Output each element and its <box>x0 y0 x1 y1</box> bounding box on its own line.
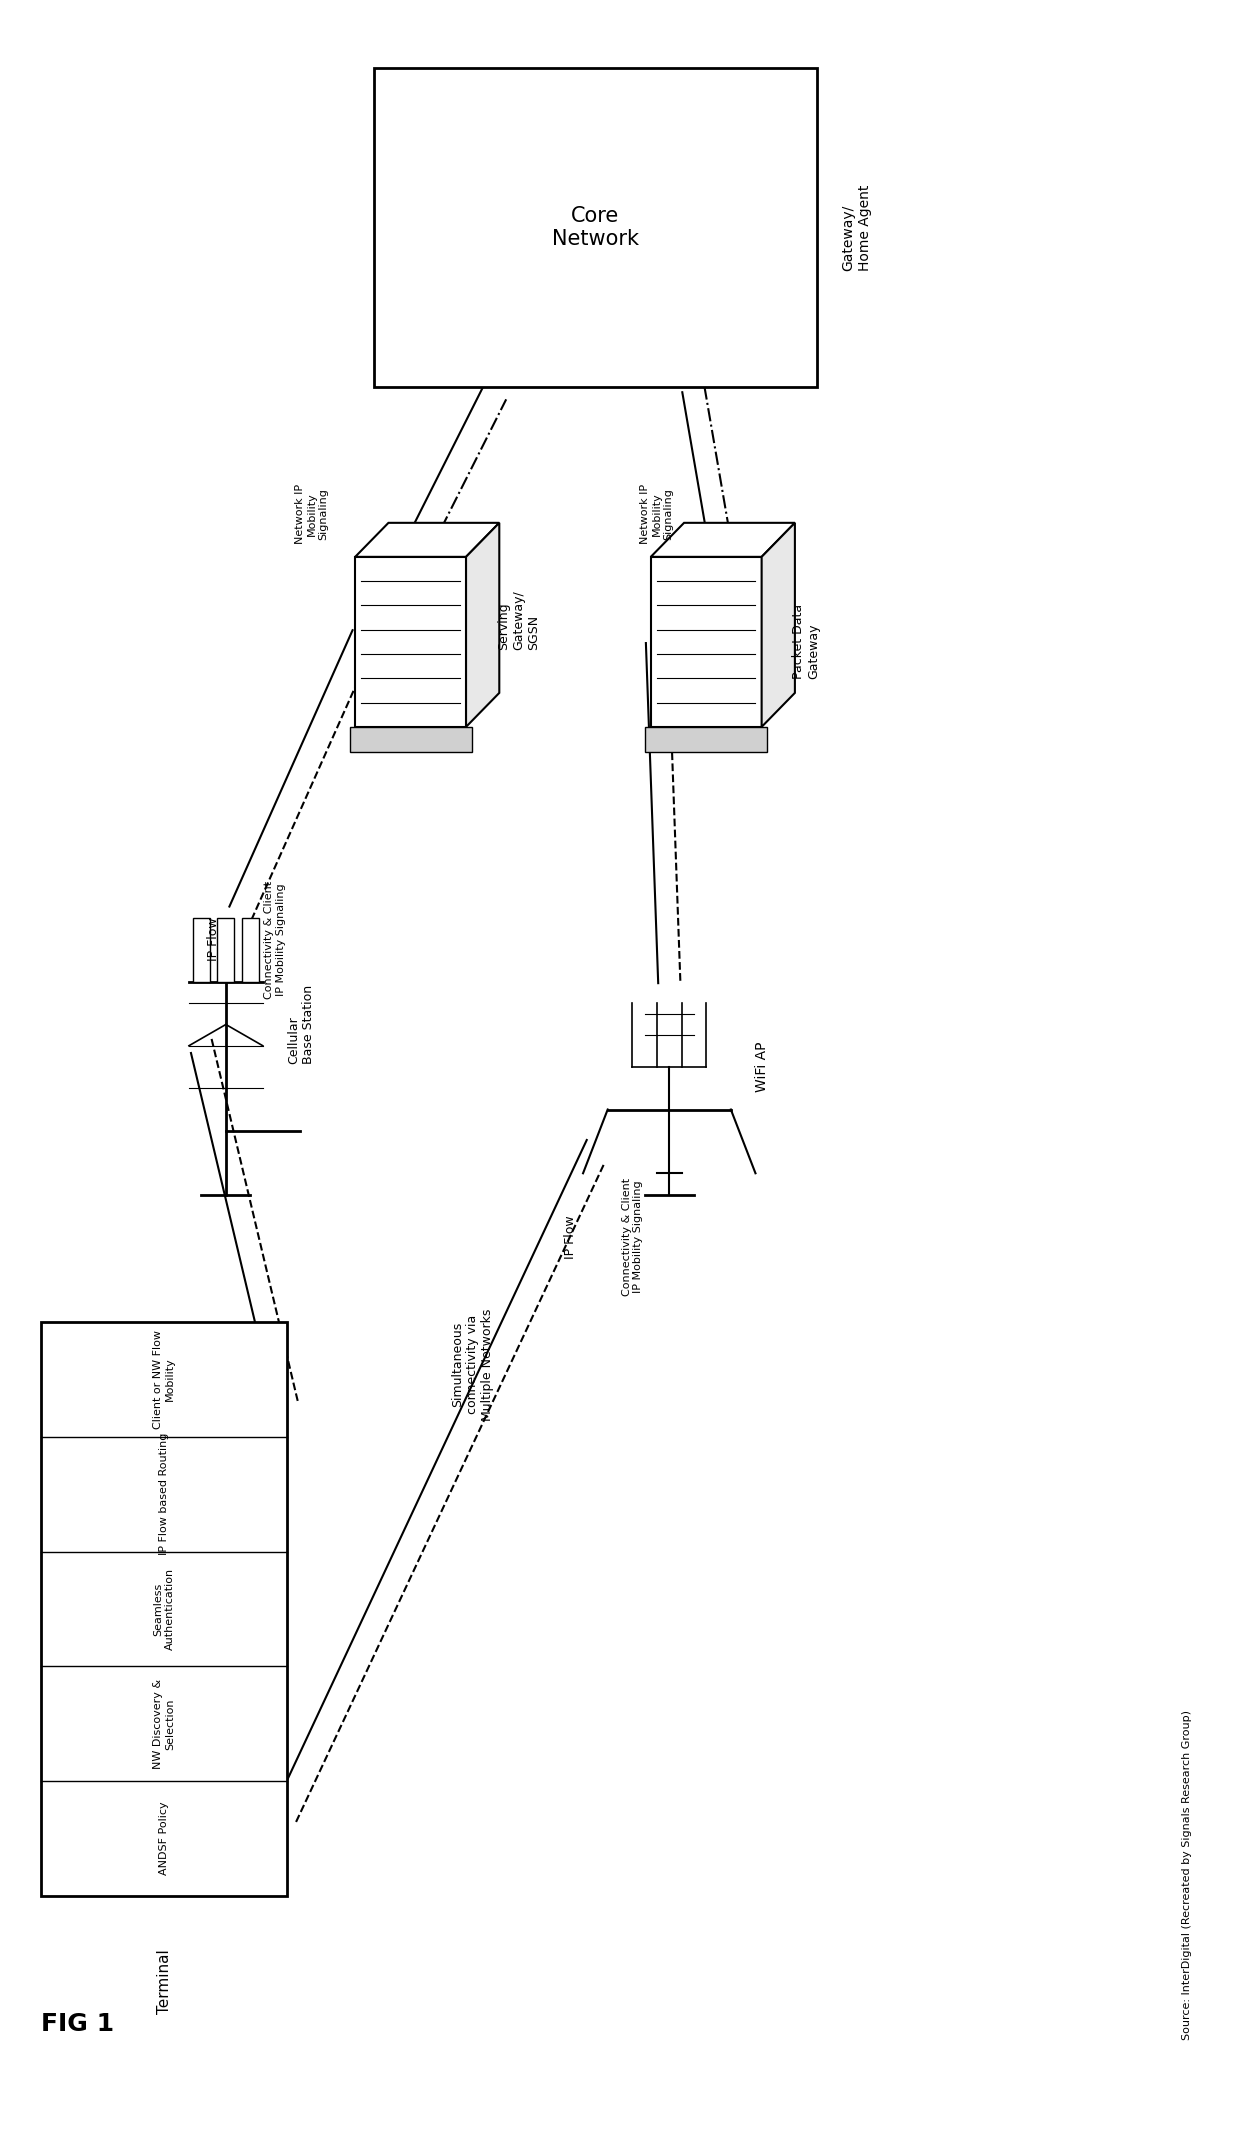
Bar <box>41 1323 288 1895</box>
Text: Connectivity & Client
IP Mobility Signaling: Connectivity & Client IP Mobility Signal… <box>621 1178 644 1295</box>
Text: Network IP
Mobility
Signaling: Network IP Mobility Signaling <box>640 484 673 544</box>
Bar <box>645 728 768 753</box>
Text: ANDSF Policy: ANDSF Policy <box>159 1801 170 1876</box>
Text: Simultaneous
connectivity via
Multiple Networks: Simultaneous connectivity via Multiple N… <box>450 1308 494 1421</box>
Bar <box>373 68 817 386</box>
Text: Cellular
Base Station: Cellular Base Station <box>288 986 315 1065</box>
Text: Connectivity & Client
IP Mobility Signaling: Connectivity & Client IP Mobility Signal… <box>264 881 286 999</box>
Bar <box>192 918 210 982</box>
Text: Source: InterDigital (Recreated by Signals Research Group): Source: InterDigital (Recreated by Signa… <box>1182 1709 1192 2040</box>
Text: Terminal: Terminal <box>156 1948 172 2014</box>
Text: Network IP
Mobility
Signaling: Network IP Mobility Signaling <box>295 484 329 544</box>
Text: IP Flow based Routing: IP Flow based Routing <box>159 1434 170 1556</box>
Bar <box>350 728 471 753</box>
Polygon shape <box>761 523 795 728</box>
Polygon shape <box>651 523 795 557</box>
Text: Seamless
Authentication: Seamless Authentication <box>154 1568 175 1650</box>
Polygon shape <box>466 523 500 728</box>
Bar <box>355 557 466 728</box>
Text: FIG 1: FIG 1 <box>41 2012 114 2036</box>
Text: Serving
Gateway/
SGSN: Serving Gateway/ SGSN <box>497 591 539 651</box>
Text: IP Flow: IP Flow <box>564 1214 578 1259</box>
Text: Client or NW Flow
Mobility: Client or NW Flow Mobility <box>154 1329 175 1430</box>
Text: WiFi AP: WiFi AP <box>755 1041 770 1093</box>
Text: NW Discovery &
Selection: NW Discovery & Selection <box>154 1679 175 1769</box>
Text: IP Flow: IP Flow <box>207 918 219 960</box>
Bar <box>217 918 234 982</box>
Text: Core
Network: Core Network <box>552 205 639 250</box>
Bar <box>651 557 761 728</box>
Text: Packet Data
Gateway: Packet Data Gateway <box>792 604 821 679</box>
Text: Gateway/
Home Agent: Gateway/ Home Agent <box>842 184 872 271</box>
Polygon shape <box>355 523 500 557</box>
Bar <box>242 918 259 982</box>
